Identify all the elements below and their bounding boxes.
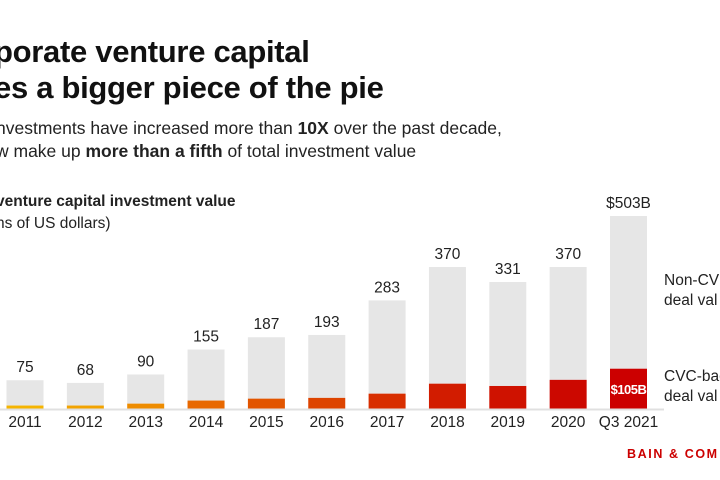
non-cvc-bar: [610, 216, 647, 369]
legend-non-cvc-line1: Non-CV: [664, 272, 720, 289]
total-label: $503B: [606, 195, 651, 212]
cvc-bar: [610, 368, 647, 409]
x-tick-label: 2013: [128, 414, 162, 431]
non-cvc-bar: [127, 374, 165, 404]
legend-non-cvc-line2: deal val: [664, 292, 718, 309]
cvc-bar: [187, 400, 225, 409]
total-label: 331: [495, 261, 521, 278]
subtitle-emphasis: more than a fifth: [85, 141, 223, 161]
cvc-bar: [66, 405, 104, 409]
total-label: 193: [314, 314, 340, 331]
non-cvc-bar: [6, 380, 44, 406]
total-label: 68: [77, 362, 94, 379]
subtitle-text: of total investment value: [222, 141, 417, 161]
plot-unit: ns of US dollars): [0, 215, 111, 232]
subtitle-text: nvestments have increased more than: [0, 118, 298, 138]
x-tick-label: 2014: [189, 414, 224, 431]
legend-cvc-line2: deal val: [664, 388, 718, 405]
cvc-bar: [6, 405, 44, 409]
total-label: 370: [435, 246, 461, 263]
x-tick-label: 2015: [249, 414, 283, 431]
total-label: 90: [137, 353, 155, 370]
x-tick-label: 2016: [310, 414, 344, 431]
legend-cvc-line1: CVC-bac: [664, 368, 720, 385]
subtitle-line1: nvestments have increased more than 10X …: [0, 118, 502, 139]
non-cvc-bar: [66, 382, 104, 406]
non-cvc-bar: [549, 267, 587, 380]
legend-non-cvc: Non-CV deal val: [664, 271, 719, 311]
total-label: 370: [555, 246, 581, 263]
subtitle-text: over the past decade,: [328, 118, 502, 138]
chart-title-line1: porate venture capital: [0, 34, 310, 69]
total-label: 187: [253, 316, 279, 333]
total-label: 75: [16, 359, 33, 376]
legend-cvc: CVC-bac deal val: [664, 367, 720, 407]
x-tick-label: 2019: [491, 414, 525, 431]
non-cvc-bar: [368, 300, 406, 394]
cvc-bar: [368, 393, 406, 409]
chart-title-line2: es a bigger piece of the pie: [0, 70, 384, 105]
x-tick-label: 2012: [68, 414, 102, 431]
x-tick-label: 2017: [370, 414, 404, 431]
subtitle-text: w make up: [0, 141, 86, 161]
non-cvc-bar: [247, 337, 285, 399]
subtitle-line2: w make up more than a fifth of total inv…: [0, 141, 416, 162]
cvc-value-label: $105B: [611, 382, 647, 397]
x-tick-label: Q3 2021: [599, 414, 658, 431]
cvc-bar: [127, 403, 165, 409]
brand-logo: BAIN & COM: [627, 447, 719, 461]
cvc-bar: [308, 397, 346, 409]
cvc-bar: [489, 385, 527, 409]
plot-title: venture capital investment value: [0, 193, 236, 210]
cvc-bar: [247, 398, 285, 409]
non-cvc-bar: [187, 349, 225, 401]
total-label: 283: [374, 279, 400, 296]
x-tick-label: 2020: [551, 414, 586, 431]
x-tick-label: 2011: [8, 414, 41, 431]
cvc-bar: [549, 379, 587, 409]
non-cvc-bar: [428, 267, 466, 384]
total-label: 155: [193, 329, 219, 346]
x-tick-label: 2018: [430, 414, 464, 431]
subtitle-emphasis: 10X: [297, 118, 329, 138]
non-cvc-bar: [308, 334, 346, 398]
non-cvc-bar: [489, 281, 527, 386]
cvc-bar: [428, 383, 466, 409]
